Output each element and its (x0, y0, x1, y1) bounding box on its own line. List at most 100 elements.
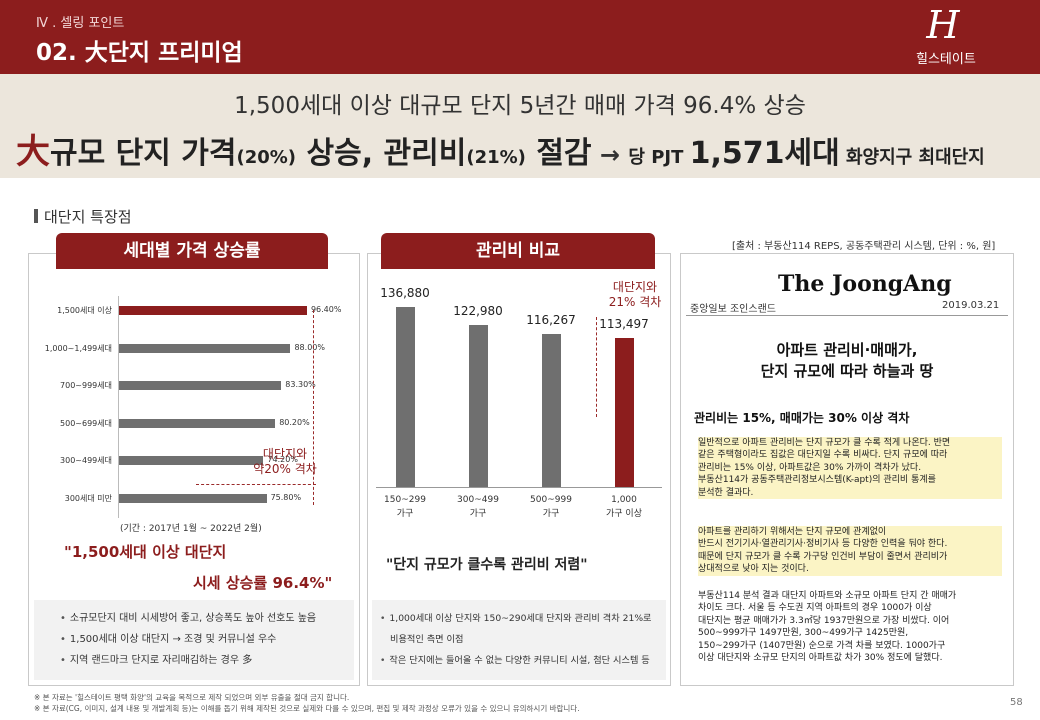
bar (118, 381, 282, 390)
bar (614, 337, 634, 487)
news-paragraph-3: 부동산114 분석 결과 대단지 아파트와 소규모 아파트 단지 간 매매가 차… (698, 590, 1002, 664)
news-divider (686, 315, 1008, 316)
source-note: [출처 : 부동산114 REPS, 공동주택관리 시스템, 단위 : %, 원… (732, 241, 996, 252)
news-line: 부동산114가 공동주택관리정보시스템(K-apt)의 관리비 통계를 (698, 474, 1002, 487)
news-logo: The JoongAng (778, 271, 952, 297)
category-label: 300세대 미만 (64, 493, 112, 503)
news-line: 분석한 결과다. (698, 486, 1002, 500)
price-quote-line-1: "1,500세대 이상 대단지 (64, 543, 227, 561)
section-title-text: 대단지 특장점 (44, 208, 132, 226)
banner-line-2: 大규모 단지 가격(20%) 상승, 관리비(21%) 절감 → 당 PJT 1… (16, 124, 985, 173)
news-line: 이상 대단지와 소규모 단지의 아파트값 차가 30% 정도에 달했다. (698, 653, 943, 664)
x-axis-line (376, 487, 662, 488)
news-line: 차이도 크다. 서울 등 수도권 지역 아파트의 경우 1000가 이상 (698, 603, 932, 614)
news-headline: 아파트 관리비·매매가, 단지 규모에 따라 하늘과 땅 (686, 340, 1008, 382)
headline-banner: 1,500세대 이상 대규모 단지 5년간 매매 가격 96.4% 상승 大규모… (0, 74, 1040, 178)
news-paragraph-1: 일반적으로 아파트 관리비는 단지 규모가 클 수록 적게 나온다. 반면 같은… (698, 437, 1002, 500)
page-number: 58 (1010, 697, 1023, 708)
news-paragraph-2: 아파트를 관리하기 위해서는 단지 규모에 관계없이 반드시 전기기사·열관리기… (698, 526, 1002, 576)
fee-gap-annotation-text: 대단지와 21% 격차 (608, 280, 662, 309)
banner-text-a: 규모 단지 가격 (50, 136, 237, 171)
news-line: 상대적으로 낮아 지는 것이다. (698, 563, 1002, 576)
category-label: 300~499 가구 (457, 495, 499, 519)
fee-bullet-box (372, 600, 666, 680)
fee-bullet-list: • 1,000세대 이상 단지와 150~290세대 단지와 관리비 격차 21%… (380, 608, 652, 671)
banner-text-b: 상승, 관리비 (296, 136, 467, 171)
bar (118, 306, 307, 315)
value-label: 83.30% (285, 380, 316, 389)
gap-line-right (313, 310, 314, 505)
fee-gap-annotation: 대단지와 21% 격차 (595, 280, 675, 310)
fee-gap-line (596, 317, 597, 417)
value-label: 74.20% (267, 455, 298, 464)
bar (395, 307, 415, 487)
list-item: 비용적인 측면 이점 (390, 634, 464, 645)
value-label: 80.20% (279, 417, 310, 427)
news-line: 때문에 단지 규모가 클 수록 가구당 인건비 부담이 줄면서 관리비가 (698, 550, 1002, 564)
news-line: 반드시 전기기사·열관리기사·정비기사 등 다양한 인력을 둬야 한다. (698, 538, 1002, 551)
price-gap-annotation: 대단지와 약20% 격차 (230, 447, 340, 477)
category-label: 1,000~1,499세대 (44, 343, 112, 353)
bar (118, 343, 291, 353)
list-item: • 지역 랜드마크 단지로 자리매김하는 경우 多 (60, 655, 253, 666)
price-bullet-box (34, 600, 354, 680)
section-marker-icon (34, 209, 38, 223)
gap-arrow-line (196, 484, 316, 485)
list-item: • 소규모단지 대비 시세방어 좋고, 상승폭도 높아 선호도 높음 (60, 613, 317, 624)
news-line: 아파트를 관리하기 위해서는 단지 규모에 관계없이 (698, 526, 1002, 539)
section-label: Ⅳ . 셀링 포인트 (36, 16, 125, 31)
value-label: 136,880 (380, 286, 430, 301)
brand-logo-mark: H (926, 3, 960, 47)
category-label: 1,500세대 이상 (57, 306, 112, 315)
arrow-right-icon: → (591, 141, 629, 169)
news-line: 관리비는 15% 이상, 아파트값은 30% 가까이 격차가 났다. (698, 461, 1002, 475)
price-gap-annotation-text: 대단지와 약20% 격차 (253, 447, 317, 476)
value-label: 96.40% (310, 305, 342, 314)
value-label: 116,267 (526, 313, 576, 328)
bar (118, 493, 267, 503)
period-note: (기간 : 2017년 1월 ~ 2022년 2월) (120, 524, 262, 534)
brand-logo-text: 힐스테이트 (916, 52, 976, 67)
list-item: • 1,000세대 이상 단지와 150~290세대 단지와 관리비 격차 21%… (380, 613, 652, 624)
price-bullet-list: • 소규모단지 대비 시세방어 좋고, 상승폭도 높아 선호도 높음 • 1,500… (60, 608, 316, 671)
bar (118, 456, 264, 465)
header-bar: Ⅳ . 셀링 포인트 02. 大단지 프리미엄 H 힐스테이트 (0, 0, 1040, 74)
y-axis-line (118, 296, 119, 518)
banner-pct-a: (20%) (236, 147, 297, 168)
news-date: 2019.03.21 (942, 300, 1000, 311)
bar (118, 418, 276, 428)
category-label: 500~999 가구 (530, 495, 572, 519)
news-line: 대단지는 평균 매매가가 3.3㎡당 1937만원으로 가장 비쌌다. 이어 (698, 615, 950, 626)
banner-pct-b: (21%) (466, 147, 526, 168)
news-outlet: 중앙일보 조인스랜드 (690, 304, 776, 315)
news-line: 같은 주택형이라도 집값은 대단지일 수록 비싸다. 단지 규모에 따라 (698, 449, 1002, 462)
list-item: • 작은 단지에는 들어올 수 없는 다양한 커뮤니티 시설, 첨단 시스템 등 (380, 655, 650, 666)
category-label: 1,000 가구 이상 (606, 495, 642, 519)
banner-line-1: 1,500세대 이상 대규모 단지 5년간 매매 가격 96.4% 상승 (234, 93, 806, 119)
value-label: 88.00% (294, 342, 325, 352)
news-line: 150~299가구 (1407만원) 순으로 가격 차를 보였다. 1000가구 (698, 640, 946, 651)
list-item: • 1,500세대 이상 대단지 → 조경 및 커뮤니설 우수 (60, 634, 277, 645)
management-fee-tab: 관리비 비교 (381, 233, 655, 269)
news-headline-line-2: 단지 규모에 따라 하늘과 땅 (760, 362, 934, 380)
page-title: 02. 大단지 프리미엄 (36, 40, 243, 66)
fee-quote: "단지 규모가 클수록 관리비 저렴" (386, 557, 588, 573)
news-line: 일반적으로 아파트 관리비는 단지 규모가 클 수록 적게 나온다. 반면 (698, 437, 1002, 450)
bar (468, 325, 488, 487)
banner-text-c: 절감 (525, 136, 592, 171)
footer-note-1: ※ 본 자료는 '힐스테이트 평택 화양'의 교육을 목적으로 제작 되었으며 … (34, 693, 350, 702)
value-label: 75.80% (270, 492, 302, 502)
category-label: 700~999세대 (60, 381, 112, 390)
price-growth-tab: 세대별 가격 상승률 (56, 233, 328, 269)
value-label: 113,497 (599, 316, 649, 331)
footer-note-2: ※ 본 자료(CG, 이미지, 설계 내용 및 개발계획 등)는 이해를 돕기 … (34, 704, 580, 713)
banner-units: 1,571세대 (689, 136, 840, 171)
banner-largest: 화양지구 최대단지 (839, 147, 985, 168)
news-headline-line-1: 아파트 관리비·매매가, (776, 341, 918, 359)
category-label: 150~299 가구 (384, 495, 426, 519)
bar (541, 334, 561, 487)
news-subhead: 관리비는 15%, 매매가는 30% 이상 격차 (694, 411, 910, 425)
category-label: 500~699세대 (60, 418, 112, 428)
category-label: 300~499세대 (60, 456, 112, 465)
banner-hanja: 大 (16, 132, 50, 172)
